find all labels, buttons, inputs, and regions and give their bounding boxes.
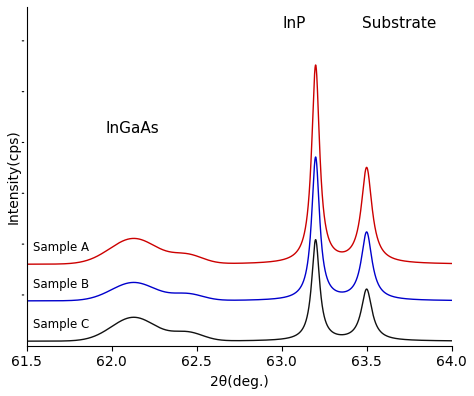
Y-axis label: Intensity(cps): Intensity(cps) <box>7 129 21 224</box>
Text: Sample B: Sample B <box>33 278 90 291</box>
X-axis label: 2θ(deg.): 2θ(deg.) <box>210 375 268 389</box>
Text: InGaAs: InGaAs <box>105 121 159 136</box>
Text: Sample A: Sample A <box>33 241 89 254</box>
Text: Substrate: Substrate <box>362 16 436 30</box>
Text: InP: InP <box>282 16 305 30</box>
Text: Sample C: Sample C <box>33 318 90 331</box>
